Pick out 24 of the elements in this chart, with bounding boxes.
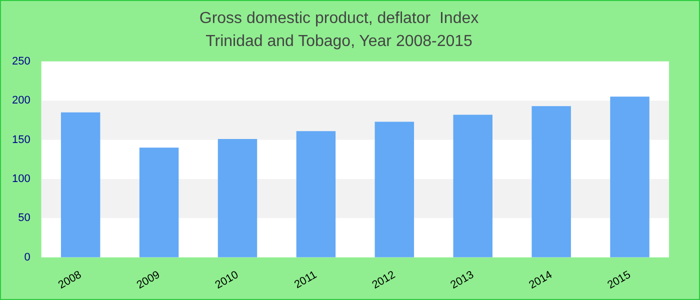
x-tick-label: 2012 (370, 268, 398, 292)
y-tick-label: 250 (12, 55, 30, 68)
x-tick-label: 2010 (213, 268, 241, 292)
chart-subtitle: Trinidad and Tobago, Year 2008-2015 (206, 33, 473, 50)
bar (296, 131, 336, 258)
bar (60, 112, 100, 258)
y-tick-label: 100 (12, 172, 30, 185)
y-tick-label: 200 (12, 94, 30, 107)
x-tick-label: 2008 (56, 268, 84, 292)
y-tick-label: 150 (12, 134, 30, 146)
bar (374, 122, 414, 258)
chart-title: Gross domestic product, deflator Index (199, 10, 479, 28)
bar (610, 96, 650, 258)
x-tick-label: 2014 (527, 268, 554, 292)
x-tick-label: 2011 (292, 268, 319, 292)
x-tick-label: 2009 (134, 268, 162, 292)
y-tick-label: 50 (18, 212, 30, 224)
y-tick-label: 0 (24, 251, 30, 264)
x-tick-label: 2015 (606, 268, 633, 292)
bar (218, 138, 258, 258)
bar (532, 106, 571, 258)
x-tick-label: 2013 (448, 268, 476, 292)
bar (139, 148, 179, 258)
bar (453, 114, 492, 258)
